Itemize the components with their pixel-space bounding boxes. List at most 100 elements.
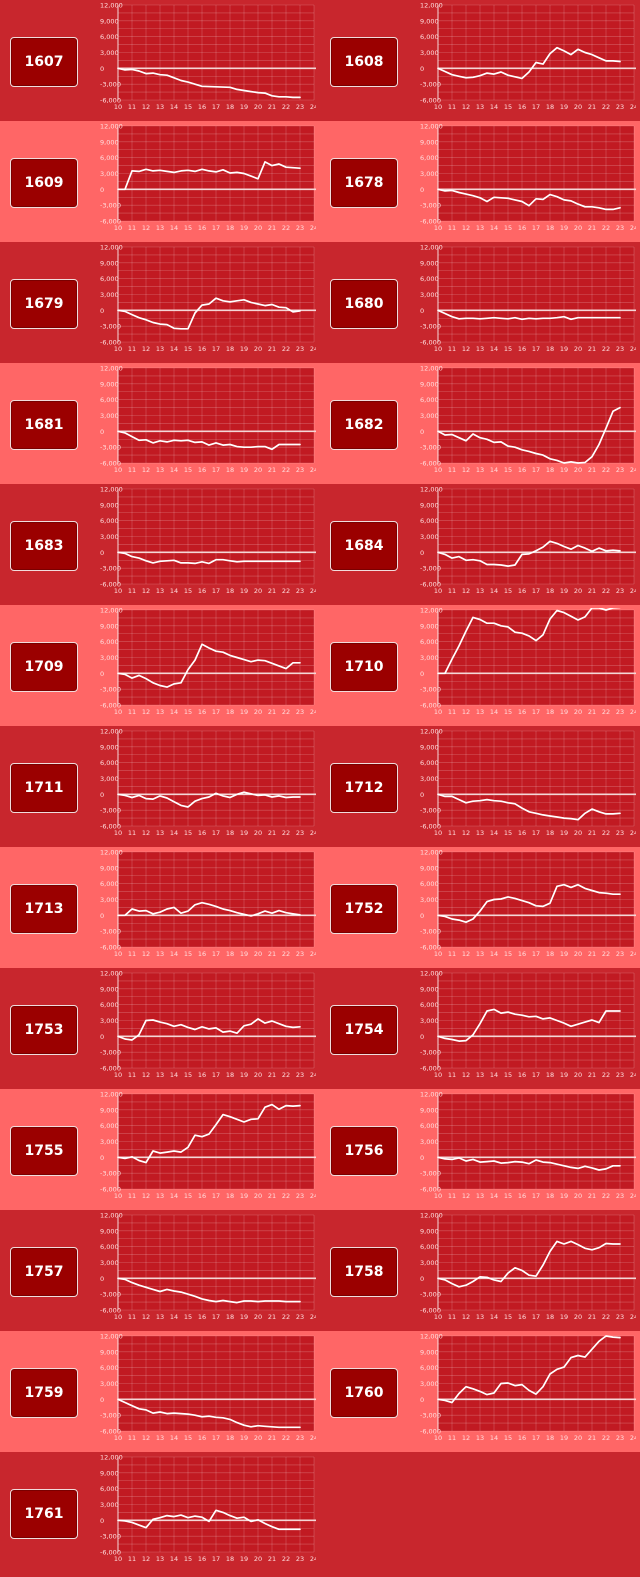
y-tick-label: 9,000 xyxy=(100,1106,119,1114)
machine-button[interactable]: 1753 xyxy=(10,1005,78,1055)
x-tick-label: 13 xyxy=(476,224,484,232)
x-tick-label: 16 xyxy=(518,950,526,958)
x-tick-label: 23 xyxy=(296,1192,304,1200)
x-tick-label: 21 xyxy=(268,587,276,595)
machine-button[interactable]: 1682 xyxy=(330,400,398,450)
x-tick-label: 24 xyxy=(310,345,316,353)
machine-button[interactable]: 1608 xyxy=(330,37,398,87)
series-line xyxy=(117,67,301,99)
x-tick-label: 12 xyxy=(462,1192,470,1200)
x-tick-label: 14 xyxy=(490,224,498,232)
x-tick-label: 10 xyxy=(114,1555,122,1563)
machine-button[interactable]: 1759 xyxy=(10,1368,78,1418)
chart-row: 1607 12,000 9,000 6,000 3,000 0 -3,000 -6,000 10… xyxy=(0,0,640,121)
machine-cell: 1755 12,000 9,000 6,000 3,000 0 -3,000 -6,000 10… xyxy=(0,1089,320,1210)
x-tick-label: 20 xyxy=(254,708,262,716)
machine-button[interactable]: 1755 xyxy=(10,1126,78,1176)
y-tick-label: -6,000 xyxy=(100,460,121,468)
machine-button[interactable]: 1679 xyxy=(10,279,78,329)
x-tick-label: 20 xyxy=(254,345,262,353)
machine-button[interactable]: 1754 xyxy=(330,1005,398,1055)
y-tick-label: -3,000 xyxy=(420,202,441,210)
machine-button[interactable]: 1710 xyxy=(330,642,398,692)
x-tick-label: 22 xyxy=(602,224,610,232)
x-tick-label: 24 xyxy=(630,1071,636,1079)
x-tick-label: 21 xyxy=(588,829,596,837)
x-tick-label: 18 xyxy=(226,224,234,232)
series-line xyxy=(437,406,621,464)
x-tick-label: 19 xyxy=(240,1434,248,1442)
y-tick-label: 6,000 xyxy=(100,517,119,525)
y-tick-label: 9,000 xyxy=(420,17,439,25)
plot-area xyxy=(118,368,314,463)
x-tick-label: 17 xyxy=(532,587,540,595)
y-tick-label: 12,000 xyxy=(420,3,443,10)
machine-button[interactable]: 1712 xyxy=(330,763,398,813)
y-tick-label: 12,000 xyxy=(420,366,443,373)
machine-button[interactable]: 1609 xyxy=(10,158,78,208)
machine-button[interactable]: 1681 xyxy=(10,400,78,450)
machine-button[interactable]: 1752 xyxy=(330,884,398,934)
machine-button[interactable]: 1760 xyxy=(330,1368,398,1418)
x-tick-label: 18 xyxy=(546,1192,554,1200)
x-tick-label: 23 xyxy=(616,708,624,716)
y-tick-label: 6,000 xyxy=(100,638,119,646)
machine-button[interactable]: 1680 xyxy=(330,279,398,329)
x-tick-label: 20 xyxy=(574,345,582,353)
x-tick-label: 23 xyxy=(296,466,304,474)
machine-button[interactable]: 1683 xyxy=(10,521,78,571)
y-tick-label: -3,000 xyxy=(420,1049,441,1057)
x-tick-label: 12 xyxy=(462,345,470,353)
x-tick-label: 22 xyxy=(282,587,290,595)
y-tick-label: 12,000 xyxy=(100,1334,123,1341)
machine-cell: 1684 12,000 9,000 6,000 3,000 0 -3,000 -6,000 10… xyxy=(320,484,640,605)
x-tick-label: 19 xyxy=(560,829,568,837)
y-tick-label: 0 xyxy=(100,428,104,436)
x-tick-label: 12 xyxy=(142,1555,150,1563)
y-tick-label: 3,000 xyxy=(100,1017,119,1025)
x-tick-label: 14 xyxy=(490,345,498,353)
x-tick-label: 24 xyxy=(310,1313,316,1321)
x-tick-label: 23 xyxy=(616,466,624,474)
x-tick-label: 23 xyxy=(616,1313,624,1321)
plot-area xyxy=(438,731,634,826)
x-tick-label: 21 xyxy=(268,224,276,232)
plot-area xyxy=(118,126,314,221)
machine-button[interactable]: 1756 xyxy=(330,1126,398,1176)
machine-button[interactable]: 1678 xyxy=(330,158,398,208)
x-tick-label: 12 xyxy=(462,224,470,232)
machine-button[interactable]: 1713 xyxy=(10,884,78,934)
machine-button[interactable]: 1607 xyxy=(10,37,78,87)
x-tick-label: 11 xyxy=(448,829,456,837)
x-tick-label: 10 xyxy=(114,829,122,837)
x-tick-label: 23 xyxy=(616,345,624,353)
x-tick-label: 20 xyxy=(254,950,262,958)
x-tick-label: 10 xyxy=(114,587,122,595)
x-tick-label: 16 xyxy=(198,1071,206,1079)
y-tick-label: 12,000 xyxy=(420,1334,443,1341)
x-tick-label: 13 xyxy=(476,1313,484,1321)
machine-button[interactable]: 1761 xyxy=(10,1489,78,1539)
machine-button[interactable]: 1684 xyxy=(330,521,398,571)
x-tick-label: 15 xyxy=(504,224,512,232)
x-tick-label: 17 xyxy=(532,224,540,232)
x-tick-label: 13 xyxy=(156,466,164,474)
x-tick-label: 17 xyxy=(212,224,220,232)
machine-button[interactable]: 1757 xyxy=(10,1247,78,1297)
x-tick-label: 24 xyxy=(310,103,316,111)
series-line xyxy=(117,430,301,451)
x-tick-label: 22 xyxy=(282,1555,290,1563)
machine-button[interactable]: 1758 xyxy=(330,1247,398,1297)
x-tick-label: 10 xyxy=(114,1434,122,1442)
machine-button[interactable]: 1709 xyxy=(10,642,78,692)
y-tick-label: -6,000 xyxy=(420,581,441,589)
x-tick-label: 23 xyxy=(616,1434,624,1442)
y-tick-label: -3,000 xyxy=(100,807,121,815)
chart-row: 1759 12,000 9,000 6,000 3,000 0 -3,000 -6,000 10… xyxy=(0,1331,640,1452)
machine-button[interactable]: 1711 xyxy=(10,763,78,813)
x-tick-label: 14 xyxy=(170,587,178,595)
y-tick-label: -3,000 xyxy=(100,444,121,452)
y-tick-label: 0 xyxy=(100,1275,104,1283)
